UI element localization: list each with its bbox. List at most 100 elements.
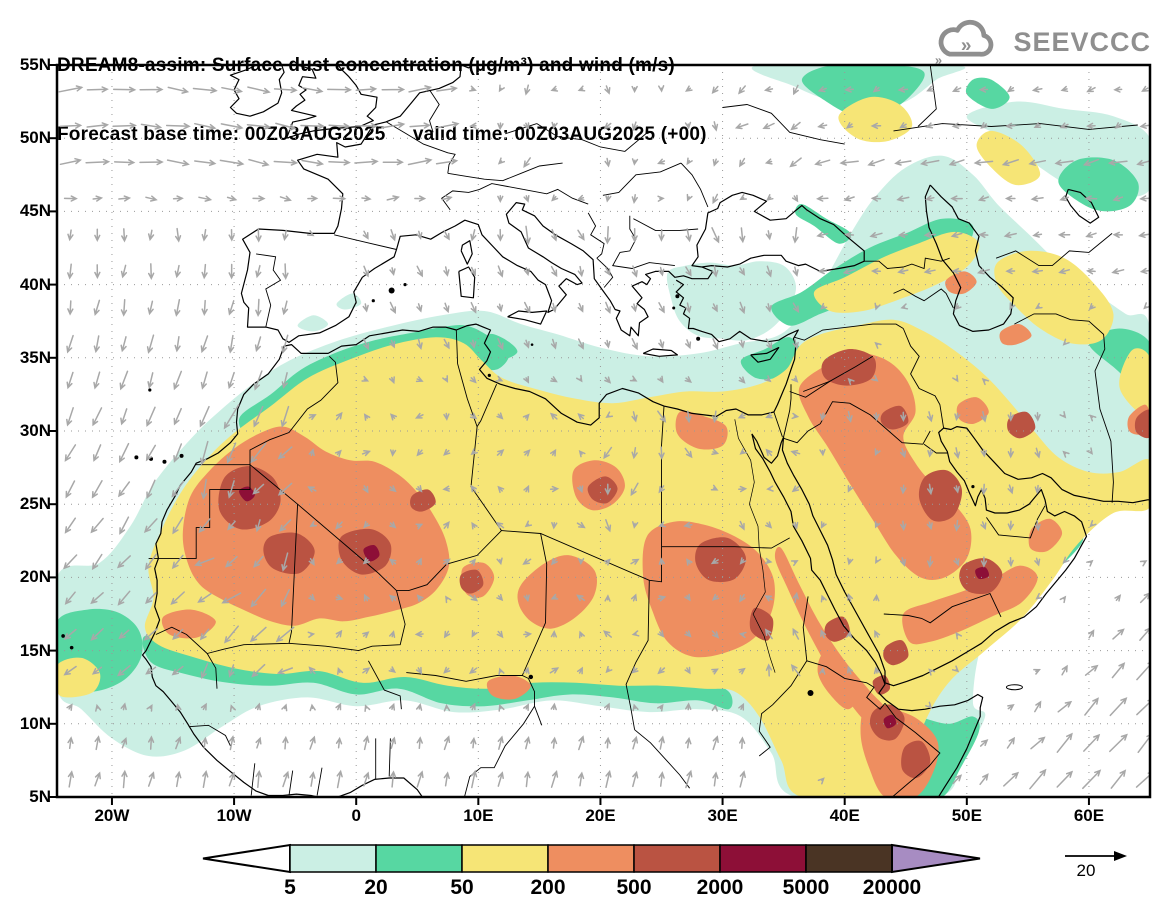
wind-arrow [416, 338, 423, 351]
wind-arrow [899, 122, 907, 129]
wind-arrow [817, 777, 825, 785]
wind-arrow [336, 769, 343, 789]
wind-arrow [954, 302, 962, 311]
wind-arrow [470, 266, 476, 277]
wind-arrow [764, 557, 773, 565]
legend-value-label: 5 [284, 876, 296, 899]
wind-arrow [712, 338, 719, 351]
wind-arrow [382, 158, 404, 166]
wind-arrow [845, 122, 854, 129]
wind-arrow [631, 447, 638, 460]
wind-arrow [94, 771, 101, 787]
wind-arrow [1001, 159, 1019, 167]
wind-arrow [120, 702, 127, 711]
wind-arrow [308, 666, 316, 675]
island [388, 287, 395, 294]
wind-arrow [223, 404, 240, 430]
wind-arrow [255, 227, 262, 243]
wind-arrow [951, 86, 962, 93]
island [530, 343, 534, 346]
wind-arrow [711, 121, 719, 132]
wind-arrow [550, 629, 558, 638]
wind-arrow [1109, 697, 1128, 717]
wind-arrow [67, 736, 74, 750]
wind-arrow [227, 300, 235, 316]
wind-arrow [1003, 231, 1017, 239]
wind-arrow [415, 557, 422, 566]
wind-arrow [389, 229, 397, 242]
country-border [429, 89, 440, 133]
wind-arrow [495, 375, 504, 382]
wind-arrow [94, 264, 101, 280]
wind-arrow [145, 592, 157, 605]
wind-arrow [712, 193, 719, 205]
wind-arrow [443, 338, 450, 350]
wind-arrow [632, 521, 639, 529]
wind-arrow [658, 557, 665, 565]
wind-arrow [792, 266, 799, 277]
wind-arrow [847, 484, 854, 493]
wind-arrow [200, 662, 209, 680]
wind-arrow [897, 86, 909, 93]
lon-tick-label: 60E [1073, 806, 1105, 825]
lon-tick-label: 30E [707, 806, 738, 825]
wind-arrow [789, 157, 802, 168]
wind-arrow [496, 449, 505, 457]
wind-arrow [250, 442, 267, 464]
wind-arrow [1084, 664, 1099, 676]
dust-region [883, 714, 897, 729]
dust-region [1119, 348, 1150, 417]
wind-arrow [686, 558, 693, 566]
wind-arrow [658, 85, 665, 93]
wind-arrow [119, 516, 130, 535]
wind-arrow [927, 556, 934, 569]
wind-arrow [792, 591, 799, 604]
wind-arrow [686, 193, 693, 202]
wind-arrow [469, 412, 478, 420]
wind-arrow [308, 414, 317, 421]
wind-arrow [980, 521, 987, 531]
country-border [758, 596, 809, 757]
wind-arrow [273, 86, 298, 94]
wind-arrow [469, 376, 477, 384]
wind-arrow [550, 736, 558, 749]
wind-arrow [816, 231, 829, 238]
wind-arrow [281, 372, 288, 389]
wind-arrow [471, 629, 478, 638]
wind-arrow [146, 334, 155, 354]
wind-arrow [1111, 268, 1125, 275]
wind-arrow [254, 336, 262, 353]
wind-arrow [631, 194, 638, 205]
wind-arrow [386, 195, 400, 202]
wind-arrow [950, 231, 963, 238]
wind-arrow [684, 447, 693, 459]
wind-arrow [147, 771, 155, 787]
wind-arrow [926, 521, 933, 531]
wind-arrow [139, 158, 164, 166]
wind-arrow [790, 449, 801, 457]
wind-arrow [549, 485, 560, 493]
wind-arrow [711, 593, 720, 601]
wind-arrow [951, 267, 962, 275]
wind-arrow [576, 194, 585, 201]
wind-arrow [354, 158, 379, 165]
wind-arrow [255, 736, 262, 749]
wind-arrow [1004, 195, 1016, 202]
wind-arrow [980, 122, 988, 129]
wind-arrow [631, 303, 638, 313]
wind-arrow [875, 556, 882, 564]
wind-arrow [925, 122, 935, 129]
legend-value-label: 50 [450, 876, 474, 899]
wind-arrow [59, 122, 83, 129]
wind-arrow [1007, 484, 1014, 495]
wind-arrow [119, 442, 130, 464]
wind-arrow [226, 442, 237, 464]
lon-tick-label: 50E [951, 806, 982, 825]
wind-arrow [1007, 520, 1015, 531]
wind-arrow [522, 558, 532, 565]
wind-arrow [685, 266, 692, 277]
wind-arrow [199, 440, 209, 466]
wind-arrow [253, 405, 264, 428]
wind-arrow [282, 735, 289, 750]
